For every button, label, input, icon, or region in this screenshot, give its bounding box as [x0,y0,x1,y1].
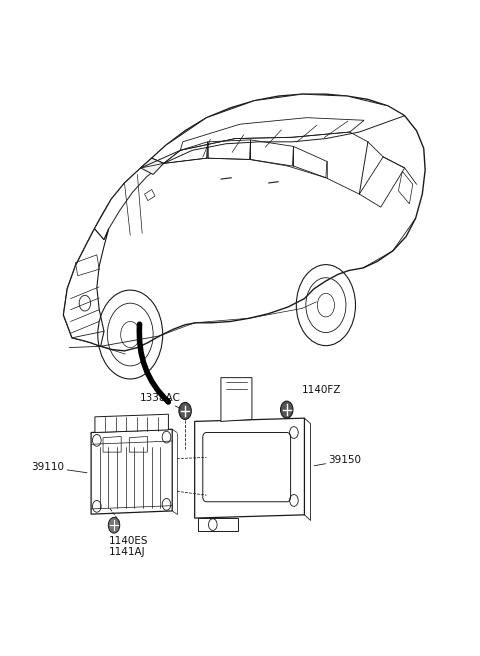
Polygon shape [141,158,164,174]
Circle shape [108,518,120,533]
Polygon shape [152,94,405,163]
Text: 1140FZ: 1140FZ [302,385,341,396]
Text: 1141AJ: 1141AJ [109,547,146,558]
Polygon shape [95,158,164,240]
Polygon shape [63,229,109,346]
Text: 39150: 39150 [314,455,361,466]
Polygon shape [95,414,168,432]
Polygon shape [195,418,304,518]
Text: 39110: 39110 [32,462,87,473]
Circle shape [179,403,192,419]
Polygon shape [91,429,172,514]
FancyBboxPatch shape [203,432,290,502]
Polygon shape [199,518,238,531]
FancyArrowPatch shape [139,324,168,402]
Polygon shape [221,378,252,421]
Text: 1140ES: 1140ES [109,535,149,546]
Polygon shape [63,94,425,351]
Circle shape [281,401,293,418]
Text: 1338AC: 1338AC [140,393,180,409]
